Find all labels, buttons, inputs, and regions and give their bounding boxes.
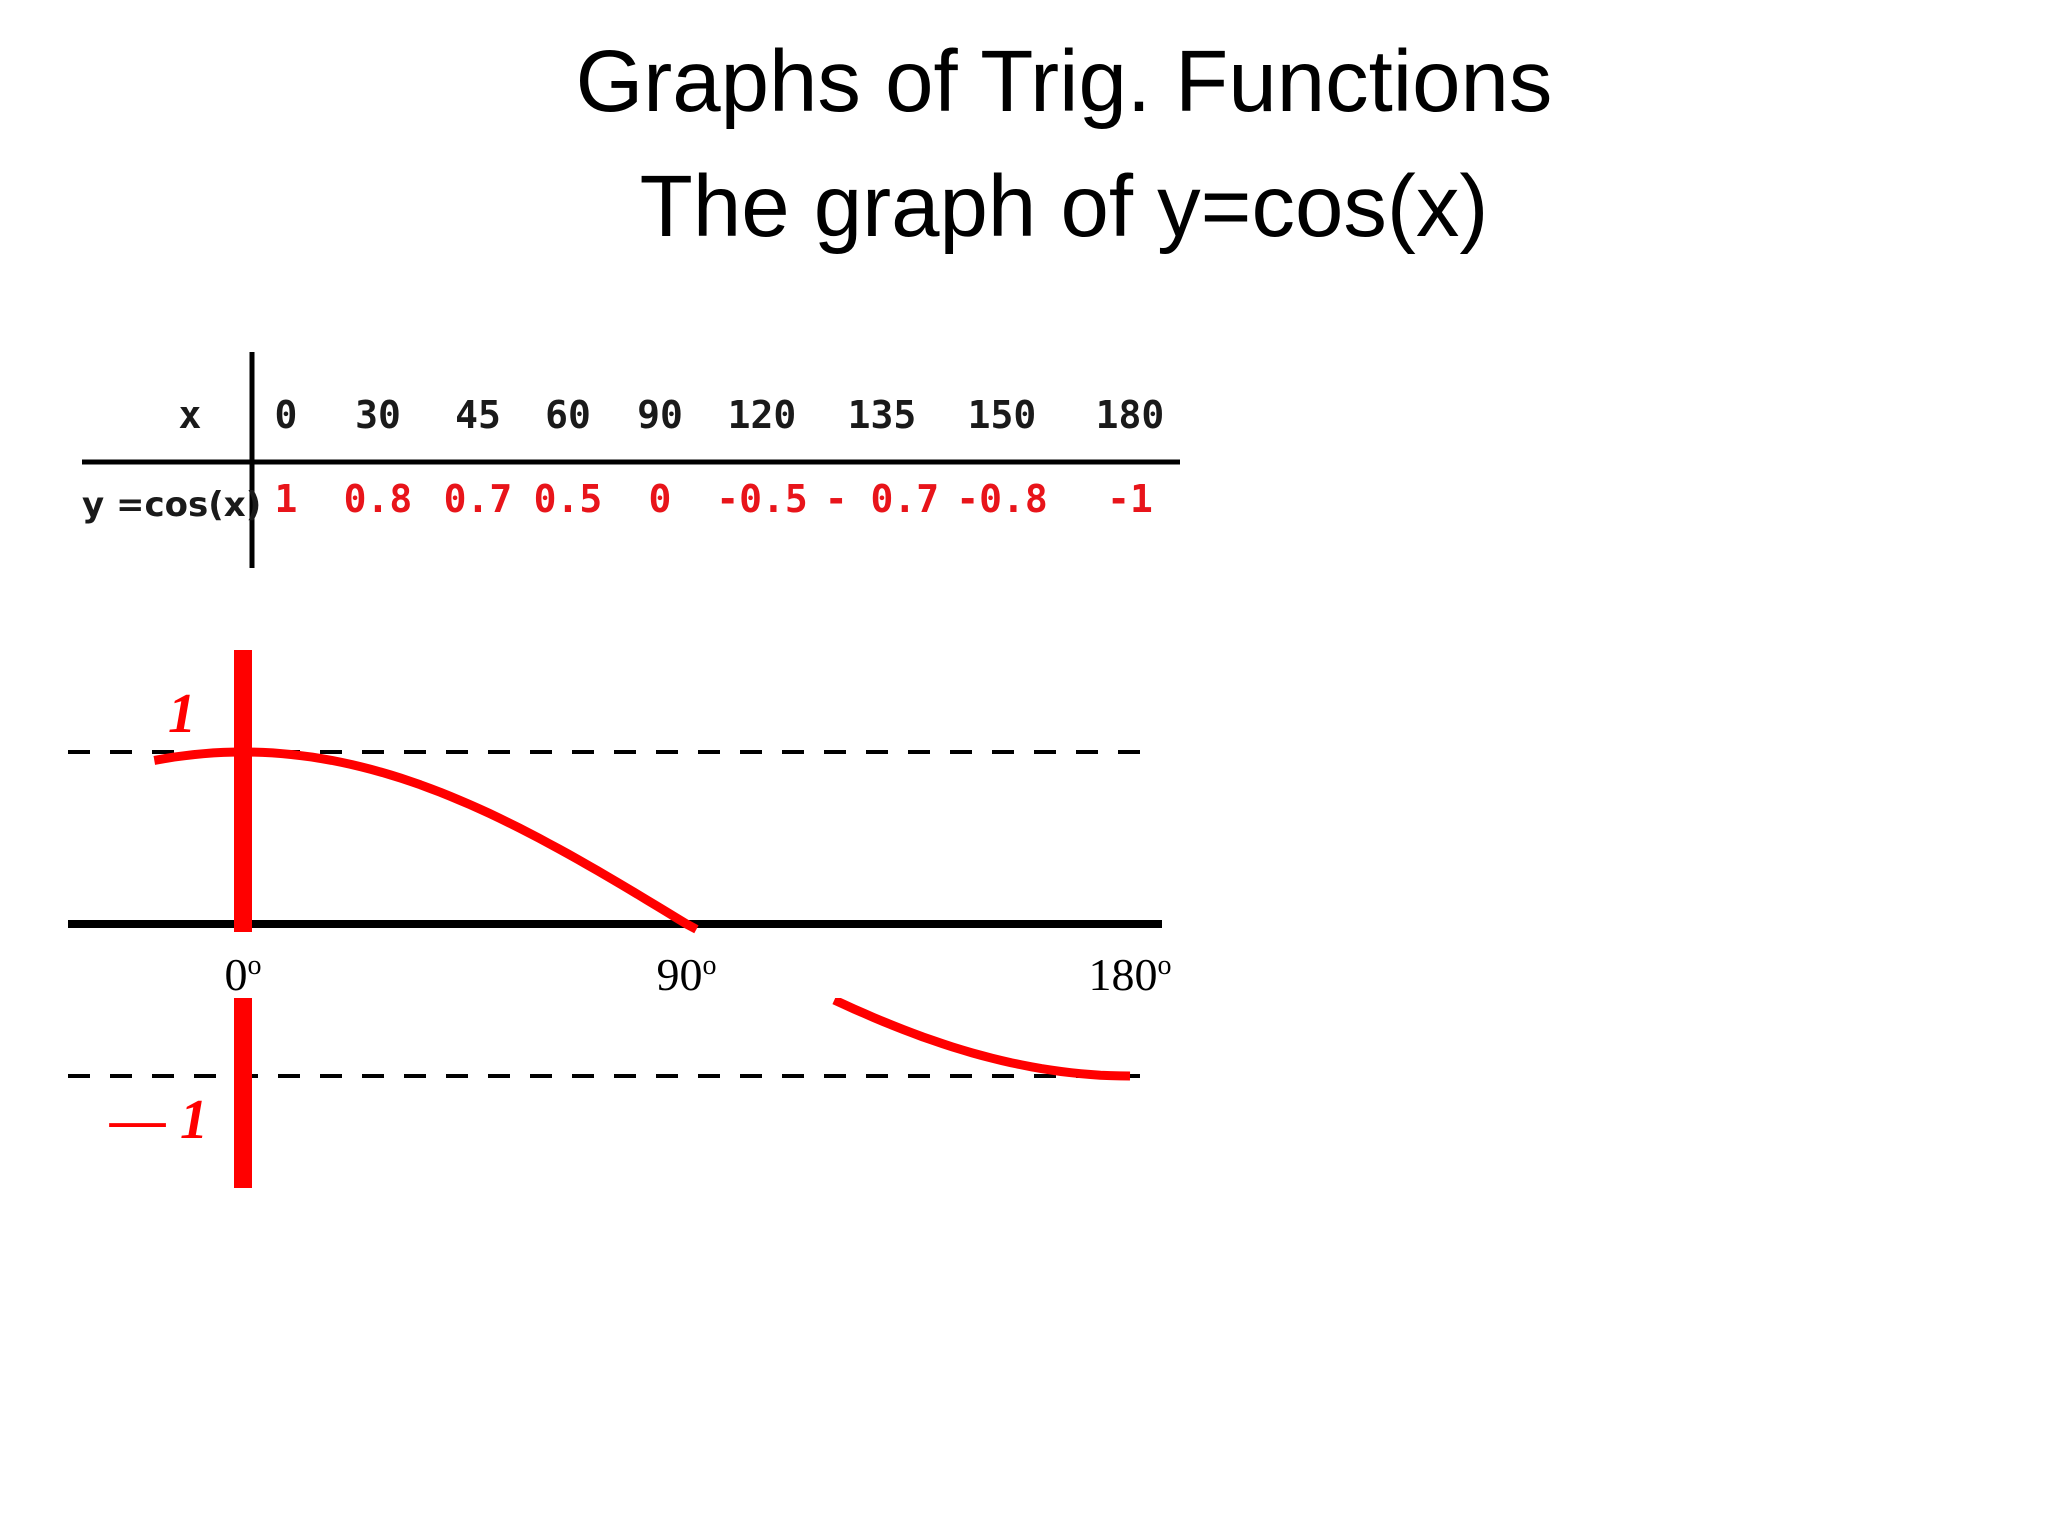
value-table: x y =cos(x) 0 30 45 60 90 120 135 150 180 1 0.8 0.7… bbox=[82, 352, 1180, 568]
cosine-curve-segment bbox=[832, 995, 1131, 1081]
x-tick-label: 0o bbox=[225, 949, 262, 1000]
x-tick-label: 180o bbox=[1089, 949, 1172, 1000]
table-y-value: - 0.7 bbox=[825, 477, 939, 521]
x-tick-label: 90o bbox=[657, 949, 717, 1000]
table-y-value: -0.5 bbox=[716, 477, 808, 521]
table-y-label: y =cos(x) bbox=[82, 485, 261, 525]
table-x-value: 45 bbox=[455, 393, 501, 437]
table-x-value: 150 bbox=[968, 393, 1037, 437]
table-x-value: 180 bbox=[1096, 393, 1165, 437]
table-x-value: 135 bbox=[848, 393, 917, 437]
slide-subtitle: The graph of y=cos(x) bbox=[639, 158, 1489, 255]
slide-title: Graphs of Trig. Functions bbox=[575, 33, 1553, 130]
table-x-label: x bbox=[179, 393, 202, 437]
table-x-value: 0 bbox=[275, 393, 298, 437]
table-x-value: 120 bbox=[728, 393, 797, 437]
tick-label-backdrop bbox=[200, 938, 1180, 998]
cosine-chart: 0o 90o 180o 1 — 1 bbox=[68, 650, 1180, 1188]
table-x-value: 90 bbox=[637, 393, 683, 437]
table-x-value: 30 bbox=[355, 393, 401, 437]
table-y-value: 0.8 bbox=[344, 477, 413, 521]
y-max-label: 1 bbox=[168, 683, 196, 745]
y-min-label: — 1 bbox=[109, 1089, 208, 1151]
cosine-curve-segment bbox=[153, 747, 699, 934]
table-y-value: 0 bbox=[649, 477, 672, 521]
table-x-value: 60 bbox=[545, 393, 591, 437]
table-y-value: 0.5 bbox=[534, 477, 603, 521]
table-y-value: 1 bbox=[275, 477, 298, 521]
table-y-value: 0.7 bbox=[444, 477, 513, 521]
table-y-value: -0.8 bbox=[956, 477, 1048, 521]
table-y-value: -1 bbox=[1107, 477, 1153, 521]
